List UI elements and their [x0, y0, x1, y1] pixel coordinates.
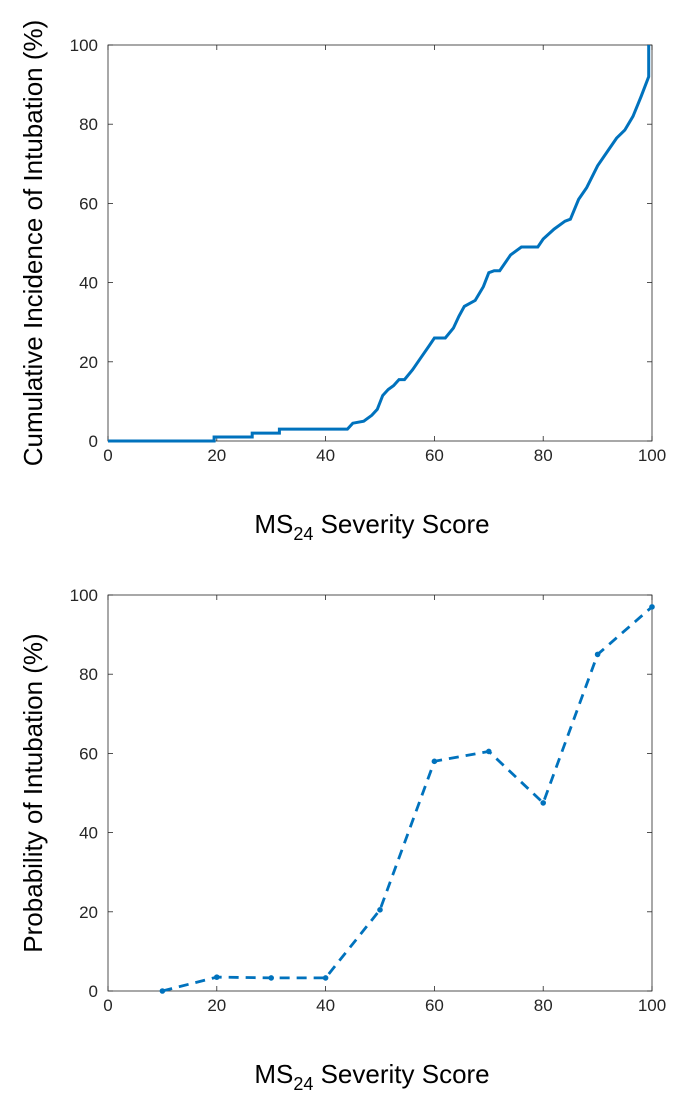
chart2-x-axis-title-subscript: 24	[293, 1074, 313, 1094]
chart2-xtick-label: 40	[316, 996, 335, 1015]
chart1-y-axis-title: Cumulative Incidence of Intubation (%)	[18, 20, 48, 467]
chart2-ytick-label: 80	[79, 665, 98, 684]
chart1-ytick-label: 20	[79, 353, 98, 372]
chart2-data-point	[322, 975, 329, 981]
chart2-data-point	[431, 758, 438, 765]
chart2-ytick-label: 60	[79, 744, 98, 763]
chart2-ytick-label: 100	[70, 586, 98, 605]
chart2-y-axis-title: Probability of Intubation (%)	[18, 633, 48, 952]
chart1-panel: 0 20 40 60 80 100 0 20 40 60 80 100 MS24 Severity Sc…	[18, 20, 666, 544]
chart1-x-axis-title-main: MS	[254, 509, 293, 539]
chart2-data-point	[649, 604, 655, 610]
chart2-x-axis-title-main: MS	[254, 1059, 293, 1089]
chart2-x-axis-title: MS24 Severity Score	[254, 1059, 489, 1094]
chart2-ytick-label: 40	[79, 824, 98, 843]
chart2-data-point	[268, 975, 275, 981]
chart2-data-point	[540, 800, 546, 806]
chart2-data-point	[594, 651, 601, 658]
chart2-series-line	[162, 605, 653, 993]
chart2-data-point	[377, 907, 383, 913]
chart1-xtick-label: 40	[316, 446, 335, 465]
chart2-x-axis-title-rest: Severity Score	[313, 1059, 489, 1089]
chart2-data-point	[159, 988, 166, 994]
chart2-ytick-label: 20	[79, 903, 98, 922]
chart2-panel: 0 20 40 60 80 100 0 20 40 60 80 100 MS24 Severity Sc…	[18, 586, 666, 1094]
chart1-ytick-label: 100	[70, 36, 98, 55]
chart1-series-line	[108, 45, 651, 443]
chart1-x-axis-title: MS24 Severity Score	[254, 509, 489, 544]
chart2-xtick-label: 80	[534, 996, 553, 1015]
chart2-xtick-label: 0	[103, 996, 112, 1015]
chart1-xtick-label: 80	[534, 446, 553, 465]
chart1-ytick-label: 80	[79, 115, 98, 134]
chart1-xtick-label: 20	[207, 446, 226, 465]
chart2-axes-box	[107, 594, 653, 992]
chart2-data-point	[214, 974, 220, 980]
chart1-ytick-label: 0	[89, 432, 98, 451]
chart1-x-axis-title-rest: Severity Score	[313, 509, 489, 539]
chart2-xtick-label: 60	[425, 996, 444, 1015]
chart1-axes-box	[107, 44, 653, 442]
chart2-data-point	[486, 748, 492, 755]
chart1-xtick-label: 60	[425, 446, 444, 465]
chart2-ytick-label: 0	[89, 982, 98, 1001]
chart2-xtick-label: 100	[638, 996, 666, 1015]
chart1-x-axis-title-subscript: 24	[293, 524, 313, 544]
chart1-ytick-label: 60	[79, 194, 98, 213]
chart1-xtick-label: 0	[103, 446, 112, 465]
chart2-xtick-label: 20	[207, 996, 226, 1015]
chart1-xtick-label: 100	[638, 446, 666, 465]
chart1-ytick-label: 40	[79, 274, 98, 293]
